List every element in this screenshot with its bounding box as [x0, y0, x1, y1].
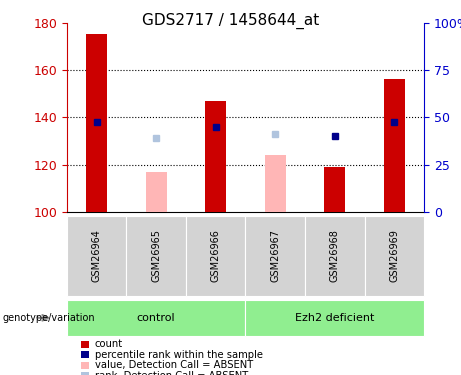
Text: genotype/variation: genotype/variation	[2, 313, 95, 323]
Text: GDS2717 / 1458644_at: GDS2717 / 1458644_at	[142, 13, 319, 29]
Text: value, Detection Call = ABSENT: value, Detection Call = ABSENT	[95, 360, 253, 370]
Text: control: control	[137, 313, 176, 323]
Text: percentile rank within the sample: percentile rank within the sample	[95, 350, 262, 360]
Text: GSM26967: GSM26967	[270, 230, 280, 282]
Bar	[384, 80, 405, 212]
Bar	[86, 34, 107, 212]
Text: GSM26964: GSM26964	[92, 230, 101, 282]
Bar	[146, 172, 166, 212]
Text: GSM26969: GSM26969	[390, 230, 399, 282]
Text: GSM26965: GSM26965	[151, 230, 161, 282]
Text: Ezh2 deficient: Ezh2 deficient	[295, 313, 374, 323]
Bar	[205, 100, 226, 212]
Text: rank, Detection Call = ABSENT: rank, Detection Call = ABSENT	[95, 371, 248, 375]
Bar	[265, 155, 286, 212]
Bar	[325, 167, 345, 212]
Text: GSM26966: GSM26966	[211, 230, 221, 282]
Text: count: count	[95, 339, 123, 349]
Text: GSM26968: GSM26968	[330, 230, 340, 282]
